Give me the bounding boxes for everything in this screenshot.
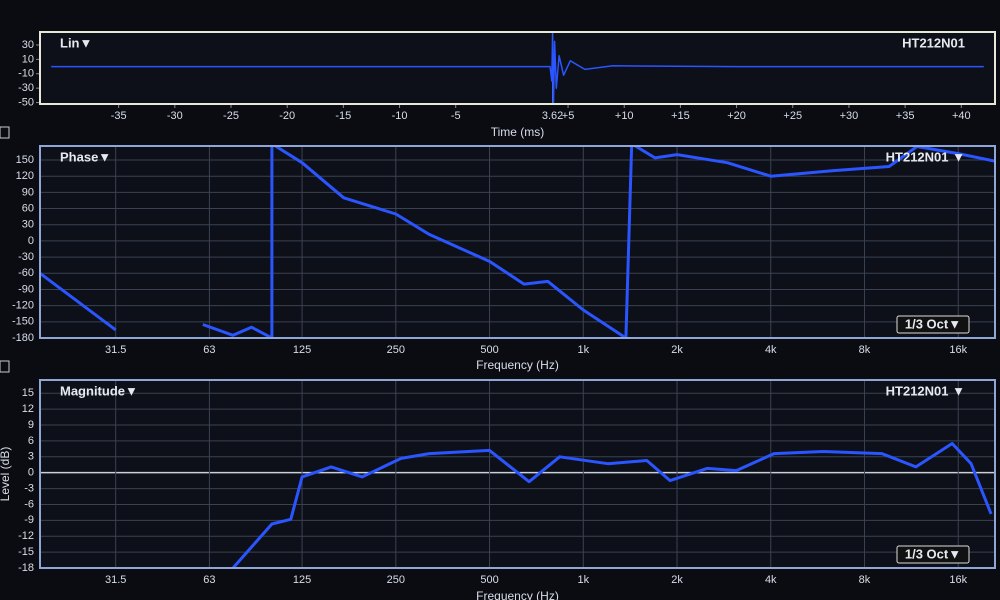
x-tick-label: 125 <box>293 344 311 356</box>
y-tick-label: -30 <box>18 82 34 94</box>
y-tick-label: 0 <box>28 235 34 247</box>
x-tick-label: +15 <box>671 110 690 122</box>
x-axis-label: Frequency (Hz) <box>476 589 559 600</box>
panel-border <box>39 145 996 339</box>
y-tick-label: -15 <box>18 546 34 558</box>
x-tick-label: 16k <box>949 574 967 586</box>
panel-border <box>39 31 996 105</box>
y-tick-label: -50 <box>18 96 34 108</box>
x-tick-label: -10 <box>392 110 408 122</box>
trace <box>231 442 993 568</box>
panel-menu[interactable]: Magnitude▼ <box>60 383 138 398</box>
x-tick-label: 4k <box>765 344 777 356</box>
x-tick-label: +40 <box>952 110 971 122</box>
x-tick-label: 500 <box>480 574 498 586</box>
x-tick-label: 250 <box>387 344 405 356</box>
x-tick-label: 4k <box>765 574 777 586</box>
y-tick-label: 90 <box>22 186 34 198</box>
x-tick-label: 16k <box>949 344 967 356</box>
close-icon[interactable] <box>0 360 10 373</box>
x-tick-label: 250 <box>387 574 405 586</box>
x-tick-label: 2k <box>671 344 683 356</box>
y-tick-label: -10 <box>18 68 34 80</box>
marker-label: 3.62 <box>542 110 563 122</box>
y-tick-label: 60 <box>22 202 34 214</box>
y-tick-label: 12 <box>22 403 34 415</box>
y-tick-label: 30 <box>22 39 34 51</box>
panel-border <box>39 379 996 569</box>
y-tick-label: 120 <box>16 170 34 182</box>
x-tick-label: 1k <box>577 344 589 356</box>
x-tick-label: +20 <box>727 110 746 122</box>
smoothing-label[interactable]: 1/3 Oct▼ <box>905 546 961 561</box>
y-tick-label: 150 <box>16 154 34 166</box>
trace-label[interactable]: HT212N01 <box>902 35 965 50</box>
x-tick-label: -5 <box>451 110 461 122</box>
x-tick-label: +30 <box>840 110 859 122</box>
x-tick-label: 31.5 <box>105 344 126 356</box>
y-tick-label: -150 <box>12 316 34 328</box>
x-tick-label: 63 <box>203 574 215 586</box>
y-tick-label: 30 <box>22 219 34 231</box>
panel-menu[interactable]: Phase▼ <box>60 149 111 164</box>
y-tick-label: -30 <box>18 251 34 263</box>
y-tick-label: 10 <box>22 53 34 65</box>
x-tick-label: 1k <box>577 574 589 586</box>
x-tick-label: -35 <box>111 110 127 122</box>
x-tick-label: 2k <box>671 574 683 586</box>
y-tick-label: -120 <box>12 300 34 312</box>
trace <box>51 32 984 104</box>
y-tick-label: 9 <box>28 419 34 431</box>
y-tick-label: -60 <box>18 267 34 279</box>
y-tick-label: 0 <box>28 467 34 479</box>
plot-area <box>40 146 995 338</box>
trace <box>40 146 995 338</box>
smoothing-label[interactable]: 1/3 Oct▼ <box>905 316 961 331</box>
x-tick-label: -25 <box>223 110 239 122</box>
x-tick-label: 63 <box>203 344 215 356</box>
y-tick-label: -9 <box>24 514 34 526</box>
x-tick-label: +10 <box>615 110 634 122</box>
y-tick-label: 6 <box>28 435 34 447</box>
close-icon[interactable] <box>0 126 10 139</box>
y-tick-label: 15 <box>22 387 34 399</box>
smoothing-box[interactable] <box>896 315 970 334</box>
y-tick-label: -6 <box>24 498 34 510</box>
x-tick-label: 8k <box>859 574 871 586</box>
y-tick-label: -3 <box>24 482 34 494</box>
x-tick-label: 125 <box>293 574 311 586</box>
x-tick-label: -15 <box>335 110 351 122</box>
y-axis-label: Level (dB) <box>0 447 12 502</box>
smoothing-box[interactable] <box>896 545 970 564</box>
y-tick-label: -18 <box>18 562 34 574</box>
x-tick-label: 8k <box>859 344 871 356</box>
trace-label[interactable]: HT212N01 ▼ <box>886 149 965 164</box>
panel-menu[interactable]: Lin▼ <box>60 35 92 50</box>
x-tick-label: 500 <box>480 344 498 356</box>
y-tick-label: -90 <box>18 283 34 295</box>
x-tick-label: +35 <box>896 110 915 122</box>
y-tick-label: -12 <box>18 530 34 542</box>
x-tick-label: +5 <box>562 110 575 122</box>
plot-area <box>40 32 995 104</box>
trace-label[interactable]: HT212N01 ▼ <box>886 383 965 398</box>
x-axis-label: Frequency (Hz) <box>476 358 559 372</box>
x-tick-label: -30 <box>167 110 183 122</box>
x-tick-label: 31.5 <box>105 574 126 586</box>
x-tick-label: +25 <box>783 110 802 122</box>
x-axis-label: Time (ms) <box>491 125 545 139</box>
x-tick-label: -20 <box>279 110 295 122</box>
y-tick-label: -180 <box>12 332 34 344</box>
y-tick-label: 3 <box>28 451 34 463</box>
